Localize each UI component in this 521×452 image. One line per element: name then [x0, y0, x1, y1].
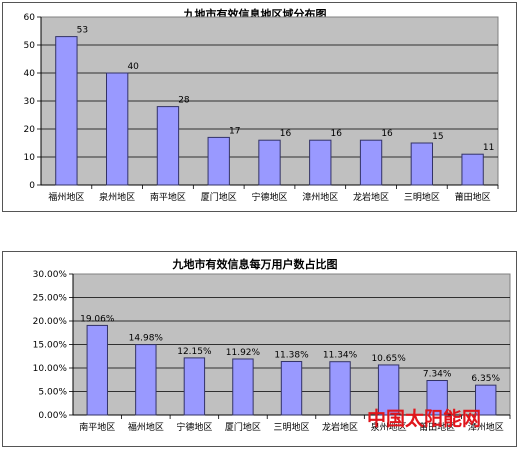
data-label: 11.34%: [323, 351, 358, 361]
data-label: 7.34%: [423, 370, 452, 380]
y-tick-label: 25.00%: [33, 294, 68, 304]
watermark-logo: 中国太阳能网: [367, 408, 482, 430]
data-label: 15: [432, 132, 443, 142]
y-tick-label: 40: [24, 69, 36, 79]
bar-3: [156, 106, 180, 186]
y-tick-label: 15.00%: [33, 341, 68, 351]
bar-1: [55, 36, 78, 186]
y-tick-label: 5.00%: [38, 388, 67, 398]
x-tick-label: 福州地区: [128, 421, 164, 433]
x-tick-label: 莆田地区: [455, 191, 491, 203]
y-tick-label: 30.00%: [33, 270, 68, 280]
x-tick-label: 三明地区: [273, 421, 309, 433]
bar-4: [232, 358, 254, 416]
y-tick-label: 30: [24, 97, 36, 107]
y-tick-label: 20: [24, 125, 36, 135]
y-tick-label: 0: [29, 181, 35, 191]
x-tick-label: 泉州地区: [371, 421, 407, 433]
data-label: 19.06%: [80, 314, 115, 324]
x-tick-label: 福州地区: [48, 191, 84, 203]
bar-9: [475, 384, 497, 416]
x-tick-label: 龙岩地区: [353, 191, 389, 203]
x-tick-label: 南平地区: [150, 191, 186, 203]
y-tick-label: 60: [24, 13, 36, 23]
data-label: 11: [483, 143, 494, 153]
per-user-ratio-bar-chart: 九地市有效信息每万用户数占比图 0.00% 5.00% 10.00% 15.00% 20.…: [2, 251, 517, 447]
data-label: 6.35%: [471, 374, 500, 384]
bar-6: [309, 139, 332, 186]
bar-8: [410, 142, 433, 186]
bar-1: [86, 324, 108, 416]
bar-4: [207, 136, 230, 186]
data-label: 40: [127, 62, 139, 72]
data-label: 11.92%: [226, 348, 261, 358]
bar-6: [329, 361, 351, 416]
distribution-chart-svg: 九地市有效信息地区域分布图010203040506053福州地区40泉州地区28…: [24, 7, 499, 203]
x-tick-label: 泉州地区: [99, 191, 135, 203]
bar-8: [426, 380, 448, 416]
bar-2: [106, 72, 129, 186]
x-tick-label: 莆田地区: [419, 421, 455, 433]
data-label: 16: [381, 129, 393, 139]
x-tick-label: 三明地区: [404, 191, 440, 203]
y-tick-label: 20.00%: [33, 317, 68, 327]
ratio-chart-svg: 九地市有效信息每万用户数占比图 0.00% 5.00% 10.00% 15.00% 20.…: [33, 257, 511, 433]
y-tick-label: 50: [24, 41, 36, 51]
bar-7: [377, 364, 400, 416]
bar-9: [461, 153, 484, 186]
data-label: 10.65%: [371, 354, 406, 364]
bar-5: [280, 361, 303, 416]
y-tick-label: 10: [24, 153, 36, 163]
x-tick-label: 龙岩地区: [322, 421, 358, 433]
data-label: 17: [229, 126, 240, 136]
x-tick-label: 漳州地区: [468, 421, 504, 433]
x-tick-label: 厦门地区: [225, 421, 261, 433]
x-tick-label: 南平地区: [79, 421, 115, 433]
chart-title: 九地市有效信息每万用户数占比图: [172, 257, 338, 271]
y-tick-label: 0.00%: [38, 411, 67, 421]
bar-2: [135, 344, 157, 416]
data-label: 14.98%: [129, 334, 164, 344]
data-label: 28: [178, 96, 190, 106]
data-label: 53: [77, 26, 88, 36]
bar-3: [183, 357, 206, 416]
x-tick-label: 宁德地区: [176, 421, 212, 433]
data-label: 16: [280, 129, 292, 139]
x-tick-label: 漳州地区: [302, 191, 338, 203]
bar-5: [258, 139, 281, 186]
data-label: 16: [331, 129, 343, 139]
data-label: 12.15%: [177, 347, 212, 357]
x-tick-label: 厦门地区: [201, 191, 237, 203]
data-label: 11.38%: [274, 351, 309, 361]
bar-7: [359, 139, 383, 186]
y-tick-label: 10.00%: [33, 364, 68, 374]
x-tick-label: 宁德地区: [251, 191, 287, 203]
distribution-bar-chart: 九地市有效信息地区域分布图 0 10 20 30 40 50 60 53 福州地区 40 泉州地区 28…: [2, 2, 517, 212]
